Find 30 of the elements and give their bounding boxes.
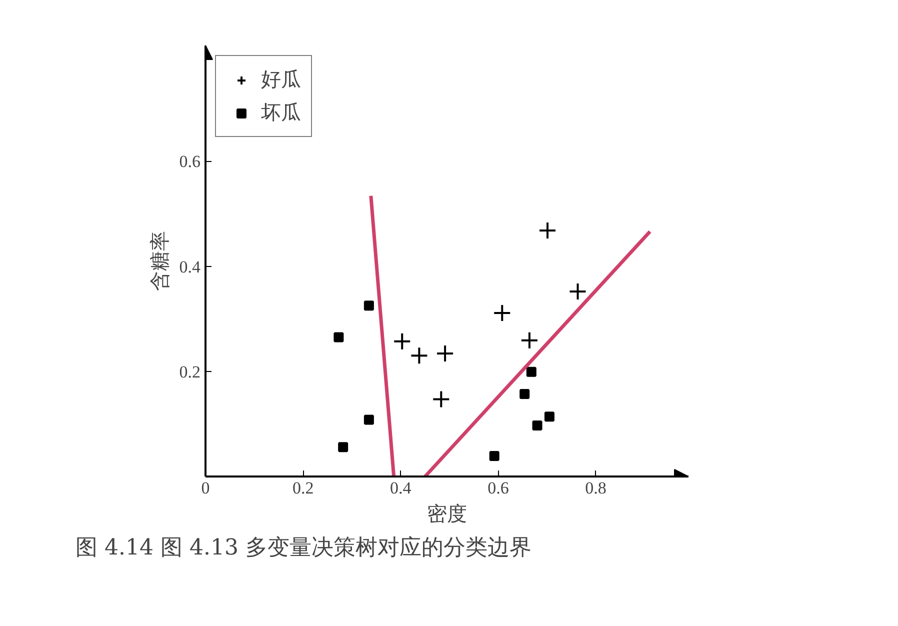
- x-axis-title: 密度: [427, 502, 467, 526]
- legend-label: 坏瓜: [261, 99, 301, 126]
- legend-label: 好瓜: [261, 66, 301, 93]
- y-tick-label: 0.4: [179, 257, 201, 276]
- y-axis-title: 含糖率: [147, 231, 172, 291]
- x-tick-label: 0.6: [488, 478, 509, 498]
- point: [520, 331, 538, 350]
- x-tick-label: 0.4: [390, 478, 412, 498]
- x-tick-label: 0.2: [292, 478, 314, 498]
- point: [544, 412, 554, 422]
- point: [432, 390, 450, 408]
- y-tick-label: 0.2: [179, 362, 200, 382]
- point: [520, 388, 530, 399]
- point: [364, 300, 374, 311]
- y-tick-label: 0.6: [179, 152, 200, 172]
- point: [410, 346, 428, 365]
- point: [532, 420, 542, 431]
- point: [334, 332, 344, 342]
- x-tick-label: 0: [201, 478, 210, 498]
- point: [493, 304, 512, 322]
- point: [568, 282, 587, 300]
- point: [364, 414, 374, 425]
- x-tick-label: 0.8: [585, 478, 606, 498]
- point: [338, 442, 348, 452]
- point: [526, 366, 536, 377]
- point: [393, 332, 412, 350]
- point: [538, 222, 557, 240]
- point: [489, 451, 500, 461]
- caption: 图 4.14 图 4.13 多变量决策树对应的分类边界: [76, 536, 532, 560]
- point: [436, 344, 454, 363]
